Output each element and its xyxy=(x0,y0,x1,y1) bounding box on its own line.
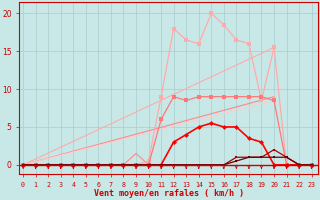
X-axis label: Vent moyen/en rafales ( km/h ): Vent moyen/en rafales ( km/h ) xyxy=(94,189,244,198)
